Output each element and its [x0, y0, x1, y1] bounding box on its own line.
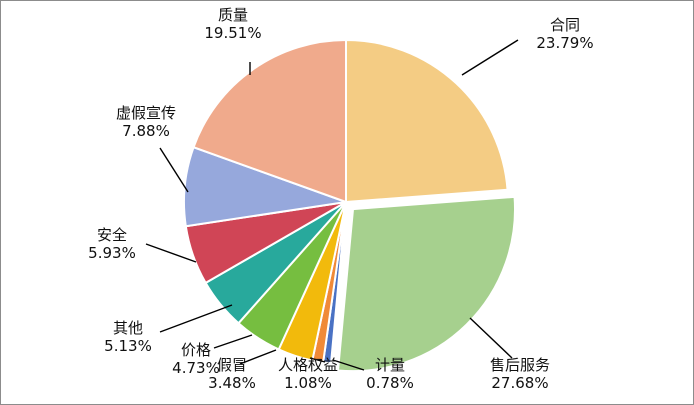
leader-line-4 — [309, 357, 326, 363]
slice-value-label-7: 5.13% — [104, 337, 152, 355]
leader-line-5 — [239, 349, 277, 365]
slice-value-label-8: 5.93% — [88, 244, 136, 262]
leader-line-6 — [213, 334, 253, 349]
pie-slice-10 — [192, 38, 347, 204]
pie-slices — [183, 38, 517, 373]
slice-category-label-5: 假冒 — [217, 356, 247, 374]
leader-lines — [145, 39, 519, 371]
slice-category-label-2: 售后服务 — [490, 356, 550, 374]
slice-value-label-9: 7.88% — [122, 122, 170, 140]
slice-category-label-6: 价格 — [181, 341, 211, 359]
leader-line-8 — [145, 243, 197, 263]
slice-category-label-3: 计量 — [375, 356, 405, 374]
leader-line-1 — [461, 39, 519, 76]
pie-slice-2 — [336, 195, 517, 373]
leader-line-3 — [332, 359, 365, 371]
slice-value-label-10: 19.51% — [204, 24, 261, 42]
slice-value-label-3: 0.78% — [366, 374, 414, 392]
slice-category-label-7: 其他 — [113, 319, 143, 337]
slice-category-label-4: 人格权益 — [278, 356, 338, 374]
slice-value-label-4: 1.08% — [284, 374, 332, 392]
slice-value-label-6: 4.73% — [172, 359, 220, 377]
slice-category-label-9: 虚假宣传 — [116, 104, 176, 122]
slice-value-label-5: 3.48% — [208, 374, 256, 392]
pie-slice-1 — [345, 38, 509, 204]
slice-value-label-2: 27.68% — [491, 374, 548, 392]
slice-value-label-1: 23.79% — [536, 34, 593, 52]
leader-line-9 — [159, 147, 189, 193]
leader-line-7 — [159, 304, 233, 333]
leader-line-2 — [469, 317, 513, 359]
slice-category-label-8: 安全 — [97, 226, 127, 244]
slice-category-label-10: 质量 — [218, 6, 248, 24]
slice-category-label-1: 合同 — [550, 16, 580, 34]
